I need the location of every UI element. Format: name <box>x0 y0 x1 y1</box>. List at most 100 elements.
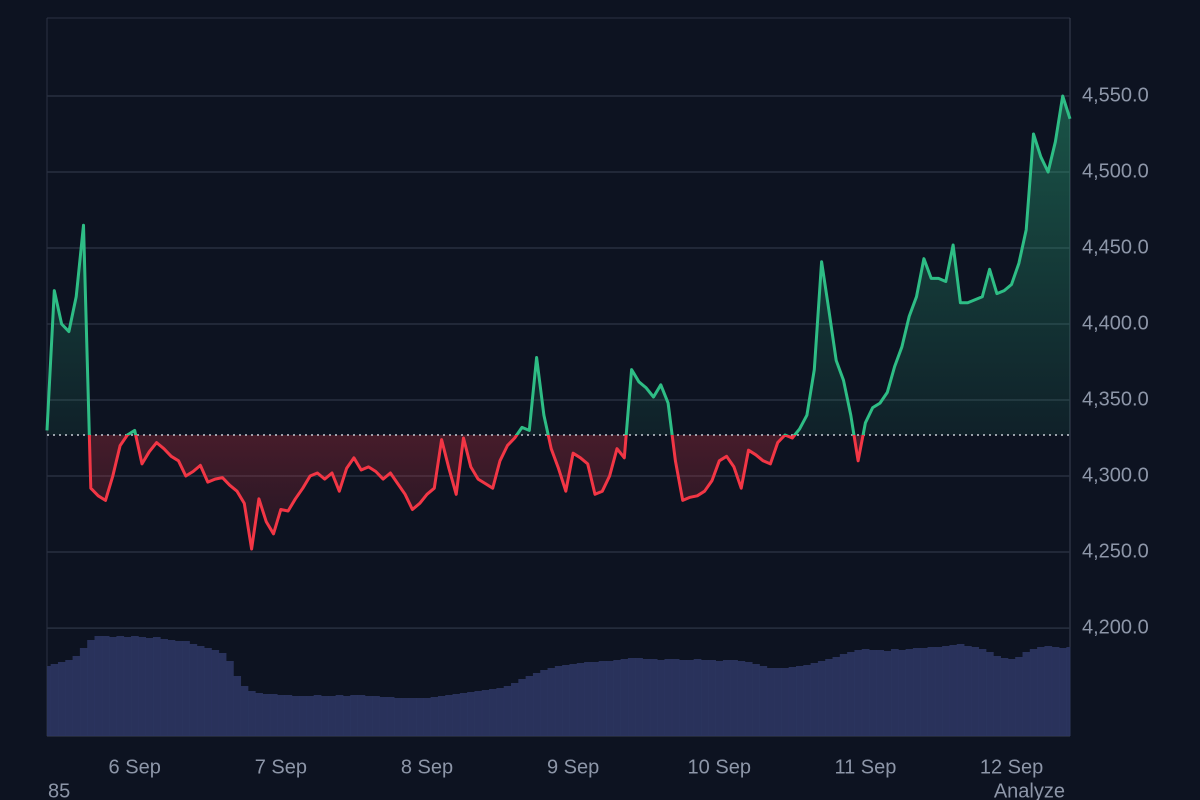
y-tick-label: 4,400.0 <box>1082 312 1149 334</box>
volume-bar <box>1015 657 1023 736</box>
volume-bar <box>72 656 81 736</box>
volume-bar <box>342 696 351 736</box>
volume-bar <box>985 652 994 736</box>
volume-bar <box>518 679 527 736</box>
volume-bar <box>839 654 848 736</box>
volume-bar <box>145 638 154 736</box>
volume-bar <box>649 659 658 736</box>
volume-bar <box>123 637 132 736</box>
volume-bar <box>569 664 578 736</box>
volume-bar <box>452 694 461 736</box>
volume-bar <box>598 661 607 736</box>
volume-bar <box>357 695 366 736</box>
volume-bar <box>182 641 190 736</box>
volume-bar <box>927 647 936 736</box>
volume-bar <box>174 641 183 736</box>
volume-bar <box>160 639 168 736</box>
volume-bar <box>101 636 110 736</box>
volume-bar <box>152 637 161 736</box>
volume-bar <box>890 649 899 736</box>
volume-bar <box>803 665 811 736</box>
volume-bar <box>364 696 373 736</box>
volume-bar <box>321 696 329 736</box>
volume-bar <box>664 659 673 736</box>
volume-bar <box>883 651 892 736</box>
volume-bar <box>1044 646 1053 736</box>
volume-bar <box>912 648 921 736</box>
volume-bar <box>540 670 548 736</box>
volume-bar <box>394 698 402 736</box>
volume-bar <box>47 666 52 736</box>
volume-bar <box>693 659 702 736</box>
volume-bar <box>847 652 855 736</box>
volume-bar <box>167 640 176 736</box>
volume-bar <box>328 696 337 736</box>
x-tick-label: 7 Sep <box>255 756 307 778</box>
volume-bar <box>211 650 220 736</box>
volume-bar <box>1059 648 1067 736</box>
volume-bar <box>284 695 293 736</box>
volume-bar <box>642 659 651 736</box>
volume-bar <box>226 661 234 736</box>
volume-bar <box>57 662 66 736</box>
volume-bar <box>189 644 198 736</box>
volume-bar <box>591 662 600 736</box>
volume-bar <box>964 646 972 736</box>
volume-bar <box>788 667 797 736</box>
volume-bar <box>722 660 731 736</box>
volume-bar <box>1066 647 1071 736</box>
volume-bar <box>291 696 300 736</box>
volume-bar <box>1037 647 1045 736</box>
volume-bar <box>350 695 358 736</box>
volume-bar <box>247 691 256 736</box>
volume-bar <box>386 697 395 736</box>
price-line <box>45 94 1072 551</box>
volume-bar <box>810 663 819 736</box>
volume-bar <box>934 647 943 736</box>
volume-bar <box>854 650 863 736</box>
volume-bar <box>379 697 388 736</box>
volume-bar <box>671 659 680 736</box>
y-tick-label: 4,250.0 <box>1082 540 1149 562</box>
volume-bar <box>269 694 278 736</box>
volume-bar <box>299 696 307 736</box>
volume-bar <box>255 693 263 736</box>
volume-bar <box>138 637 147 736</box>
volume-bar <box>525 676 534 736</box>
volume-bar <box>605 661 614 736</box>
volume-bar <box>408 698 417 736</box>
volume-bar <box>547 668 556 736</box>
volume-bar <box>445 695 453 736</box>
volume-bar <box>437 696 446 736</box>
analyze-button[interactable]: Analyze <box>994 780 1065 800</box>
volume-bar <box>423 698 432 736</box>
volume-bar <box>94 636 103 736</box>
volume-bar <box>613 660 622 736</box>
footer-left: 85 <box>48 780 70 800</box>
volume-bar <box>554 666 563 736</box>
volume-bar <box>1007 659 1016 736</box>
volume-bar <box>262 694 271 736</box>
volume-bar <box>459 693 468 736</box>
volume-bar <box>496 688 505 736</box>
volume-bar <box>50 664 59 736</box>
volume-bar <box>905 649 914 736</box>
volume-bar <box>306 696 315 736</box>
volume-bar <box>218 653 227 736</box>
volume-bar <box>1029 649 1038 736</box>
volume-bar <box>79 648 88 736</box>
volume-bar <box>204 648 212 736</box>
volume-bar <box>700 660 709 736</box>
volume-bar <box>620 659 629 736</box>
volume-bar <box>993 656 1001 736</box>
volume-bar <box>240 686 249 736</box>
x-tick-label: 9 Sep <box>547 756 599 778</box>
volume-bar <box>679 660 687 736</box>
volume-bar <box>1051 647 1060 736</box>
volume-bar <box>920 648 928 736</box>
volume-bar <box>876 650 885 736</box>
y-tick-label: 4,500.0 <box>1082 160 1149 182</box>
volume-bar <box>730 660 738 736</box>
